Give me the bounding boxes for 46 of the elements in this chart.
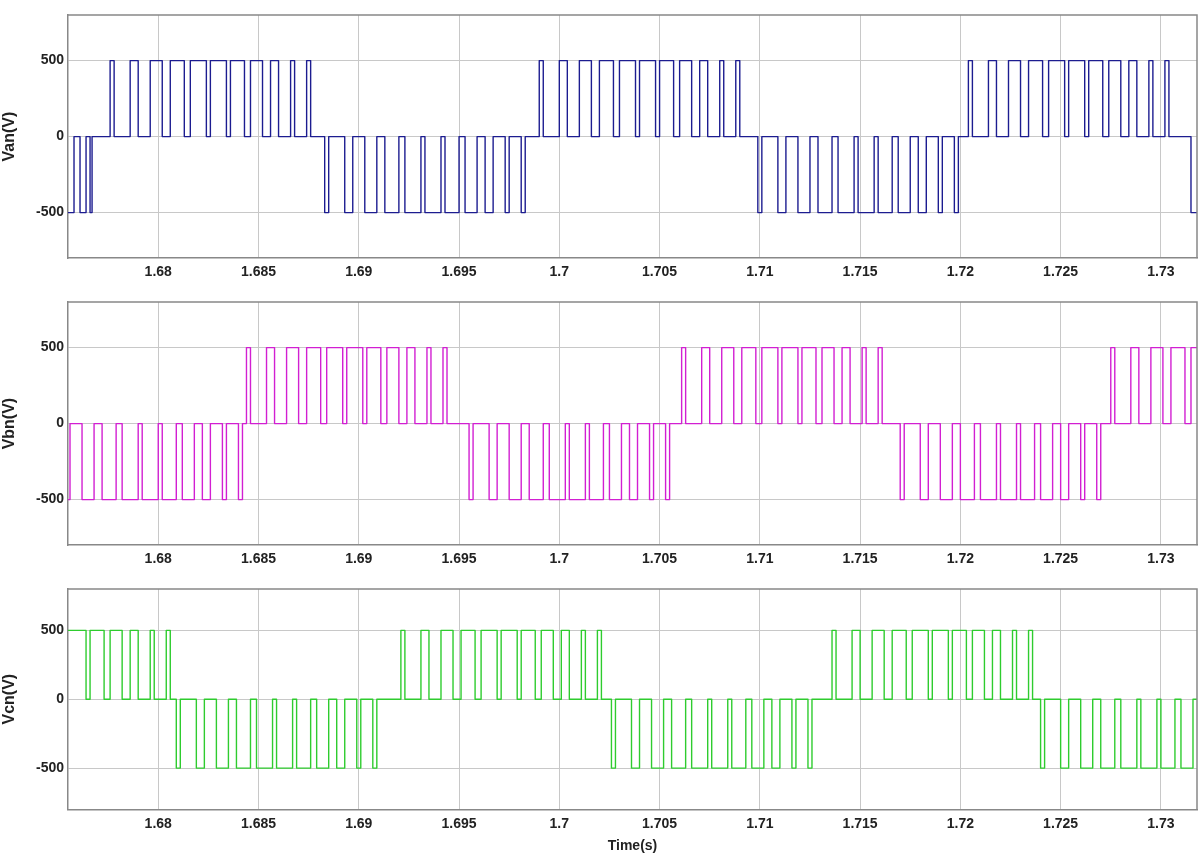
x-tick-label: 1.71 — [746, 263, 774, 280]
x-tick-label: 1.7 — [549, 550, 570, 567]
x-tick-label: 1.71 — [746, 550, 774, 567]
x-tick-label: 1.685 — [240, 550, 277, 567]
x-tick-label: 1.715 — [842, 814, 878, 831]
y-axis-title: Vbn(V) — [0, 397, 18, 450]
x-tick-label: 1.69 — [345, 263, 373, 280]
y-tick-label: 0 — [56, 127, 65, 144]
x-tick-label: 1.685 — [240, 814, 277, 831]
y-axis-title: Vcn(V) — [0, 673, 18, 725]
x-tick-label: 1.72 — [946, 814, 975, 831]
x-tick-label: 1.7 — [549, 263, 570, 280]
x-tick-label: 1.725 — [1043, 814, 1079, 831]
y-tick-label: 500 — [40, 621, 65, 638]
x-tick-label: 1.69 — [345, 814, 373, 831]
y-tick-label: 0 — [56, 690, 65, 707]
x-tick-label: 1.71 — [746, 814, 774, 831]
x-tick-label: 1.715 — [842, 550, 878, 567]
x-axis-title: Time(s) — [607, 837, 658, 854]
x-tick-label: 1.68 — [144, 263, 173, 280]
x-tick-label: 1.72 — [946, 550, 975, 567]
x-tick-label: 1.73 — [1147, 814, 1175, 831]
y-tick-label: 0 — [56, 414, 65, 431]
x-tick-label: 1.695 — [441, 814, 477, 831]
y-axis-title: Van(V) — [0, 111, 18, 162]
x-tick-label: 1.73 — [1147, 263, 1175, 280]
x-tick-label: 1.685 — [240, 263, 277, 280]
x-tick-label: 1.705 — [642, 263, 678, 280]
x-tick-label: 1.7 — [549, 814, 570, 831]
x-tick-label: 1.715 — [842, 263, 878, 280]
x-tick-label: 1.695 — [441, 263, 477, 280]
y-tick-label: 500 — [40, 338, 65, 355]
y-tick-label: 500 — [40, 51, 65, 68]
x-tick-label: 1.705 — [642, 550, 678, 567]
x-tick-label: 1.68 — [144, 814, 173, 831]
x-tick-label: 1.73 — [1147, 550, 1175, 567]
x-tick-label: 1.68 — [144, 550, 173, 567]
y-tick-label: -500 — [35, 490, 65, 507]
x-tick-label: 1.725 — [1043, 263, 1079, 280]
x-tick-label: 1.695 — [441, 550, 477, 567]
x-tick-label: 1.72 — [946, 263, 975, 280]
x-tick-label: 1.69 — [345, 550, 373, 567]
y-tick-label: -500 — [35, 203, 65, 220]
y-tick-label: -500 — [35, 758, 65, 775]
x-tick-label: 1.725 — [1043, 550, 1079, 567]
x-tick-label: 1.705 — [642, 814, 678, 831]
